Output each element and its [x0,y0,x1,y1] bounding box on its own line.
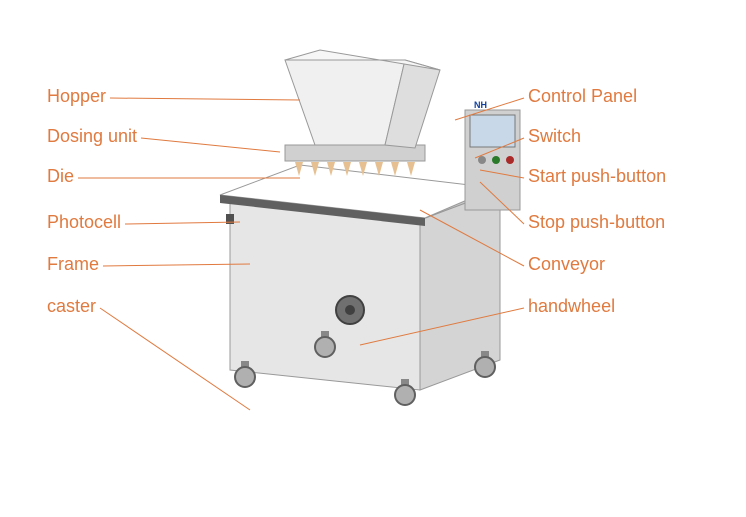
label-handwheel: handwheel [528,296,615,317]
label-start-push-button: Start push-button [528,166,666,187]
label-dosing-unit: Dosing unit [47,126,137,147]
label-caster: caster [47,296,96,317]
label-die: Die [47,166,74,187]
label-frame: Frame [47,254,99,275]
svg-text:NH: NH [474,100,487,110]
label-control-panel: Control Panel [528,86,637,107]
label-conveyor: Conveyor [528,254,605,275]
machine-illustration: NH [0,0,746,517]
label-stop-push-button: Stop push-button [528,212,665,233]
label-switch: Switch [528,126,581,147]
label-photocell: Photocell [47,212,121,233]
label-hopper: Hopper [47,86,106,107]
